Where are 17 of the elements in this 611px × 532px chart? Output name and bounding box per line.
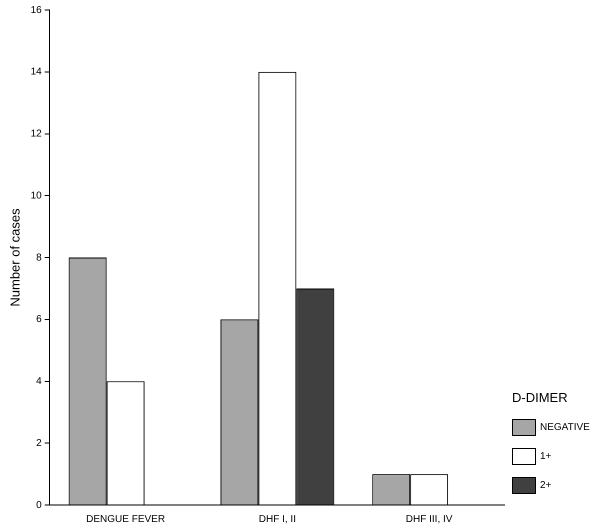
x-tick-label: DENGUE FEVER	[86, 514, 166, 525]
y-tick-label: 16	[30, 4, 42, 16]
y-tick-label: 14	[30, 66, 42, 78]
legend-title: D-DIMER	[512, 390, 569, 405]
legend-label: NEGATIVE	[540, 422, 590, 433]
y-tick-label: 0	[36, 500, 42, 511]
text: 1+	[540, 451, 552, 462]
x-tick-label: DHF I, II	[258, 514, 296, 525]
y-tick-label: 4	[36, 376, 42, 387]
y-tick-label: 6	[36, 314, 42, 326]
y-tick-label: 8	[36, 252, 42, 264]
y-tick-label: 12	[30, 128, 42, 140]
y-axis-title: Number of cases	[7, 208, 22, 307]
x-tick-label: DHF III, IV	[406, 514, 453, 525]
y-tick-label: 10	[30, 190, 42, 202]
y-tick-label: 2	[36, 438, 42, 449]
legend-label: 2+	[540, 480, 552, 491]
